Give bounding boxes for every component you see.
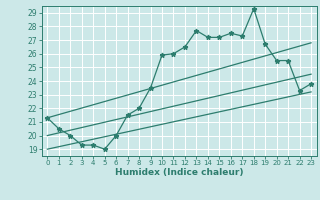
X-axis label: Humidex (Indice chaleur): Humidex (Indice chaleur) — [115, 168, 244, 177]
